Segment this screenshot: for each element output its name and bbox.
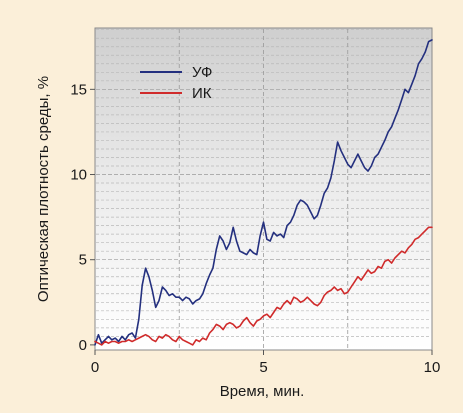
series-lines <box>94 39 433 346</box>
x-axis-title: Время, мин. <box>220 383 305 400</box>
series-line-uf <box>94 39 433 346</box>
y-axis: 0 5 10 15 <box>70 81 95 354</box>
x-tick-label: 5 <box>259 359 267 376</box>
grid <box>96 29 431 349</box>
x-axis: 0 5 10 <box>91 350 441 376</box>
plot-area <box>94 27 433 351</box>
legend: УФ ИК <box>140 64 212 102</box>
x-tick-label: 0 <box>91 359 99 376</box>
legend-label-ik: ИК <box>192 85 212 102</box>
legend-label-uf: УФ <box>192 64 212 81</box>
y-tick-label: 10 <box>70 167 87 184</box>
y-axis-title: Оптическая плотность среды, % <box>35 76 52 302</box>
y-tick-label: 0 <box>79 337 87 354</box>
y-tick-label: 15 <box>70 81 87 98</box>
series-line-ik <box>94 226 433 346</box>
x-tick-label: 10 <box>424 359 441 376</box>
y-tick-label: 5 <box>79 252 87 269</box>
